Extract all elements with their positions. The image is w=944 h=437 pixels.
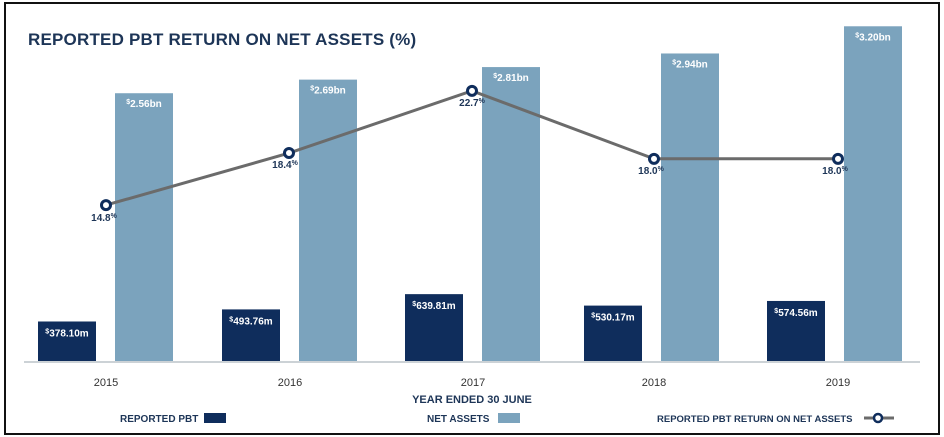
net-assets-label-2017: $2.81bn <box>493 73 529 84</box>
net-assets-bar-2019 <box>844 26 902 362</box>
chart-frame: REPORTED PBT RETURN ON NET ASSETS (%) $3… <box>4 2 940 435</box>
chart-canvas: $378.10m $2.56bn 2015 $493.76m $2.69bn 2016 $6… <box>24 26 920 425</box>
net-assets-label-2016: $2.69bn <box>310 86 346 97</box>
return-point-2019 <box>832 152 844 165</box>
return-label-2019: 18.0% <box>822 166 848 177</box>
legend-swatch-net-assets <box>498 413 520 423</box>
return-label-2015: 14.8% <box>91 213 117 224</box>
return-label-2018: 18.0% <box>638 166 664 177</box>
return-point-2018 <box>648 152 660 165</box>
x-tick-2016: 2016 <box>278 377 302 389</box>
legend-label-reported-pbt: REPORTED PBT <box>120 414 198 425</box>
pbt-bar-2018 <box>584 305 642 361</box>
x-tick-2019: 2019 <box>826 377 850 389</box>
legend-swatch-return-marker <box>872 412 884 424</box>
x-tick-2017: 2017 <box>461 377 485 389</box>
x-tick-2015: 2015 <box>94 377 118 389</box>
return-point-2016 <box>283 147 295 160</box>
legend-label-net-assets: NET ASSETS <box>427 414 490 425</box>
pbt-bar-2016 <box>222 309 280 361</box>
pbt-label-2017: $639.81m <box>412 301 455 312</box>
legend-label-return: REPORTED PBT RETURN ON NET ASSETS <box>657 414 852 425</box>
pbt-label-2018: $530.17m <box>591 313 634 324</box>
x-axis-title: YEAR ENDED 30 JUNE <box>412 394 532 406</box>
pbt-label-2019: $574.56m <box>774 308 817 319</box>
net-assets-bar-2016 <box>299 79 357 361</box>
chart-title: REPORTED PBT RETURN ON NET ASSETS (%) <box>28 30 417 49</box>
legend-swatch-reported-pbt <box>204 413 226 423</box>
x-tick-2018: 2018 <box>642 377 666 389</box>
pbt-label-2016: $493.76m <box>229 316 272 327</box>
net-assets-label-2019: $3.20bn <box>855 32 891 43</box>
net-assets-bar-2018 <box>661 53 719 361</box>
return-point-2015 <box>100 199 112 212</box>
net-assets-label-2015: $2.56bn <box>126 99 162 110</box>
pbt-bar-2015 <box>38 321 96 361</box>
return-label-2017: 22.7% <box>459 98 485 109</box>
return-point-2017 <box>466 84 478 97</box>
net-assets-label-2018: $2.94bn <box>672 59 708 70</box>
net-assets-bar-2017 <box>482 67 540 361</box>
pbt-label-2015: $378.10m <box>45 328 88 339</box>
pbt-bar-2017 <box>405 294 463 361</box>
net-assets-bar-2015 <box>115 93 173 361</box>
pbt-bar-2019 <box>767 300 825 361</box>
return-label-2016: 18.4% <box>272 160 298 171</box>
